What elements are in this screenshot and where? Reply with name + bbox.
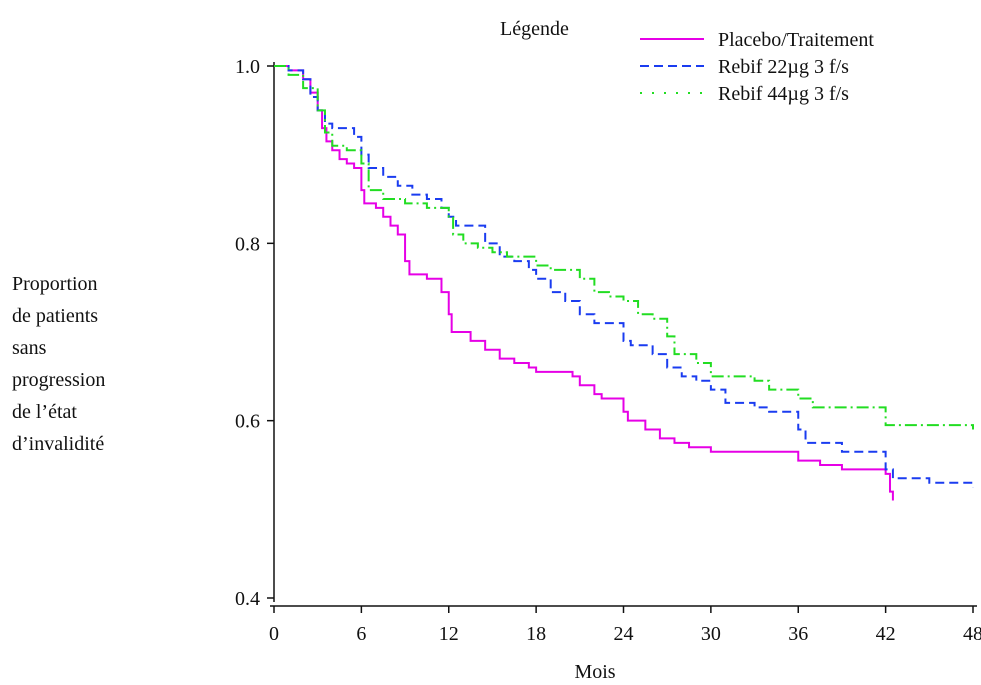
series-line-3 [274,65,974,430]
y-tick-label: 0.4 [235,588,260,610]
x-tick-label: 42 [876,623,896,645]
legend: Légende Placebo/Traitement Rebif 22µg 3 f… [500,18,874,105]
legend-label-3: Rebif 44µg 3 f/s [718,83,849,105]
y-tick-label: 0.6 [235,411,260,433]
legend-title: Légende [500,18,569,40]
x-tick-label: 30 [701,623,721,645]
y-axis-label: Proportion de patients sans progression … [12,273,106,455]
x-axis-label: Mois [574,661,615,683]
x-tick-label: 0 [269,623,279,645]
tick-labels: 0 6 12 18 24 30 36 42 48 0.4 0.6 0.8 1.0 [235,56,981,645]
x-tick-label: 6 [356,623,366,645]
y-tick-label: 1.0 [235,56,260,78]
series-line-2 [274,65,974,488]
legend-label-1: Placebo/Traitement [718,29,874,51]
legend-label-2: Rebif 22µg 3 f/s [718,56,849,78]
series-line-1 [274,65,894,501]
x-tick-label: 18 [526,623,546,645]
x-tick-label: 36 [788,623,808,645]
series-layer [274,65,974,501]
x-tick-label: 48 [963,623,981,645]
x-tick-label: 12 [439,623,459,645]
x-tick-label: 24 [614,623,634,645]
y-tick-label: 0.8 [235,233,260,255]
